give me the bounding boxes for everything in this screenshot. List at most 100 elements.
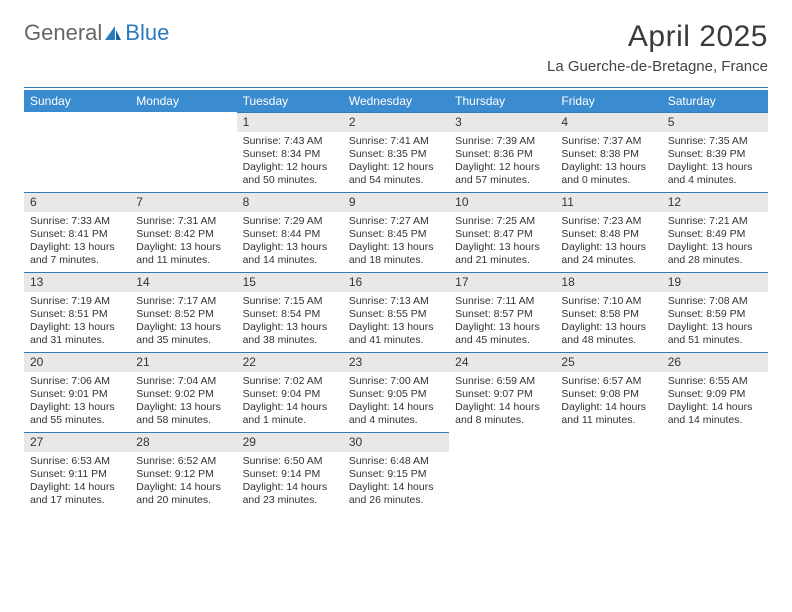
sunrise-line: Sunrise: 6:59 AM (455, 375, 549, 388)
day-cell: 8Sunrise: 7:29 AMSunset: 8:44 PMDaylight… (237, 192, 343, 272)
daylight-line: Daylight: 13 hours and 51 minutes. (668, 321, 762, 347)
day-body: Sunrise: 7:00 AMSunset: 9:05 PMDaylight:… (343, 372, 449, 432)
logo: General Blue (24, 20, 169, 46)
day-cell: 22Sunrise: 7:02 AMSunset: 9:04 PMDayligh… (237, 352, 343, 432)
sunset-line: Sunset: 8:38 PM (561, 148, 655, 161)
header-rule (24, 87, 768, 88)
day-cell: 12Sunrise: 7:21 AMSunset: 8:49 PMDayligh… (662, 192, 768, 272)
day-number: 19 (662, 272, 768, 292)
sunrise-line: Sunrise: 7:19 AM (30, 295, 124, 308)
daylight-line: Daylight: 13 hours and 14 minutes. (243, 241, 337, 267)
sunrise-line: Sunrise: 7:04 AM (136, 375, 230, 388)
daylight-line: Daylight: 13 hours and 31 minutes. (30, 321, 124, 347)
sunset-line: Sunset: 8:59 PM (668, 308, 762, 321)
day-number: 20 (24, 352, 130, 372)
day-number: 25 (555, 352, 661, 372)
day-number: 21 (130, 352, 236, 372)
sunrise-line: Sunrise: 7:27 AM (349, 215, 443, 228)
page-title: April 2025 (547, 20, 768, 54)
daylight-line: Daylight: 14 hours and 14 minutes. (668, 401, 762, 427)
day-number: 6 (24, 192, 130, 212)
day-body: Sunrise: 7:15 AMSunset: 8:54 PMDaylight:… (237, 292, 343, 352)
sunrise-line: Sunrise: 7:06 AM (30, 375, 124, 388)
day-cell-empty (24, 112, 130, 192)
day-number: 2 (343, 112, 449, 132)
day-body: Sunrise: 7:04 AMSunset: 9:02 PMDaylight:… (130, 372, 236, 432)
sunset-line: Sunset: 8:48 PM (561, 228, 655, 241)
sunset-line: Sunset: 8:52 PM (136, 308, 230, 321)
day-number: 18 (555, 272, 661, 292)
day-body: Sunrise: 7:08 AMSunset: 8:59 PMDaylight:… (662, 292, 768, 352)
day-cell-empty (662, 432, 768, 512)
sunrise-line: Sunrise: 7:29 AM (243, 215, 337, 228)
day-cell: 30Sunrise: 6:48 AMSunset: 9:15 PMDayligh… (343, 432, 449, 512)
sunrise-line: Sunrise: 6:48 AM (349, 455, 443, 468)
daylight-line: Daylight: 14 hours and 26 minutes. (349, 481, 443, 507)
day-cell: 19Sunrise: 7:08 AMSunset: 8:59 PMDayligh… (662, 272, 768, 352)
day-number: 14 (130, 272, 236, 292)
daylight-line: Daylight: 13 hours and 18 minutes. (349, 241, 443, 267)
sunset-line: Sunset: 8:51 PM (30, 308, 124, 321)
day-cell-empty (555, 432, 661, 512)
day-body: Sunrise: 7:13 AMSunset: 8:55 PMDaylight:… (343, 292, 449, 352)
location-text: La Guerche-de-Bretagne, France (547, 58, 768, 75)
day-cell: 28Sunrise: 6:52 AMSunset: 9:12 PMDayligh… (130, 432, 236, 512)
day-cell: 27Sunrise: 6:53 AMSunset: 9:11 PMDayligh… (24, 432, 130, 512)
day-number: 24 (449, 352, 555, 372)
sunrise-line: Sunrise: 6:53 AM (30, 455, 124, 468)
dow-header: Wednesday (343, 90, 449, 112)
sunset-line: Sunset: 8:49 PM (668, 228, 762, 241)
header: General Blue April 2025 La Guerche-de-Br… (0, 0, 792, 83)
sunrise-line: Sunrise: 7:08 AM (668, 295, 762, 308)
sunset-line: Sunset: 9:14 PM (243, 468, 337, 481)
sunset-line: Sunset: 9:08 PM (561, 388, 655, 401)
dow-header: Monday (130, 90, 236, 112)
sunset-line: Sunset: 9:02 PM (136, 388, 230, 401)
sunrise-line: Sunrise: 7:33 AM (30, 215, 124, 228)
sunrise-line: Sunrise: 7:31 AM (136, 215, 230, 228)
day-number: 29 (237, 432, 343, 452)
dow-header: Sunday (24, 90, 130, 112)
daylight-line: Daylight: 13 hours and 4 minutes. (668, 161, 762, 187)
daylight-line: Daylight: 13 hours and 38 minutes. (243, 321, 337, 347)
sunset-line: Sunset: 9:05 PM (349, 388, 443, 401)
day-body: Sunrise: 7:39 AMSunset: 8:36 PMDaylight:… (449, 132, 555, 192)
day-body: Sunrise: 7:19 AMSunset: 8:51 PMDaylight:… (24, 292, 130, 352)
day-number: 13 (24, 272, 130, 292)
sunrise-line: Sunrise: 6:52 AM (136, 455, 230, 468)
day-number: 4 (555, 112, 661, 132)
daylight-line: Daylight: 13 hours and 0 minutes. (561, 161, 655, 187)
sunrise-line: Sunrise: 7:43 AM (243, 135, 337, 148)
sunrise-line: Sunrise: 7:10 AM (561, 295, 655, 308)
daylight-line: Daylight: 14 hours and 17 minutes. (30, 481, 124, 507)
day-body: Sunrise: 7:21 AMSunset: 8:49 PMDaylight:… (662, 212, 768, 272)
day-number: 15 (237, 272, 343, 292)
sunrise-line: Sunrise: 6:57 AM (561, 375, 655, 388)
day-number: 28 (130, 432, 236, 452)
day-number: 7 (130, 192, 236, 212)
sunset-line: Sunset: 8:47 PM (455, 228, 549, 241)
sunset-line: Sunset: 9:12 PM (136, 468, 230, 481)
sunset-line: Sunset: 8:42 PM (136, 228, 230, 241)
day-cell: 17Sunrise: 7:11 AMSunset: 8:57 PMDayligh… (449, 272, 555, 352)
day-cell: 9Sunrise: 7:27 AMSunset: 8:45 PMDaylight… (343, 192, 449, 272)
day-cell: 6Sunrise: 7:33 AMSunset: 8:41 PMDaylight… (24, 192, 130, 272)
day-body: Sunrise: 7:11 AMSunset: 8:57 PMDaylight:… (449, 292, 555, 352)
daylight-line: Daylight: 13 hours and 7 minutes. (30, 241, 124, 267)
day-number: 26 (662, 352, 768, 372)
logo-sail-icon (103, 24, 123, 42)
sunrise-line: Sunrise: 7:02 AM (243, 375, 337, 388)
day-body: Sunrise: 7:06 AMSunset: 9:01 PMDaylight:… (24, 372, 130, 432)
daylight-line: Daylight: 13 hours and 45 minutes. (455, 321, 549, 347)
day-body: Sunrise: 7:23 AMSunset: 8:48 PMDaylight:… (555, 212, 661, 272)
day-cell: 5Sunrise: 7:35 AMSunset: 8:39 PMDaylight… (662, 112, 768, 192)
daylight-line: Daylight: 14 hours and 23 minutes. (243, 481, 337, 507)
daylight-line: Daylight: 13 hours and 48 minutes. (561, 321, 655, 347)
day-cell: 20Sunrise: 7:06 AMSunset: 9:01 PMDayligh… (24, 352, 130, 432)
sunset-line: Sunset: 9:09 PM (668, 388, 762, 401)
sunrise-line: Sunrise: 7:41 AM (349, 135, 443, 148)
day-body: Sunrise: 7:41 AMSunset: 8:35 PMDaylight:… (343, 132, 449, 192)
daylight-line: Daylight: 13 hours and 55 minutes. (30, 401, 124, 427)
daylight-line: Daylight: 14 hours and 8 minutes. (455, 401, 549, 427)
sunrise-line: Sunrise: 7:13 AM (349, 295, 443, 308)
